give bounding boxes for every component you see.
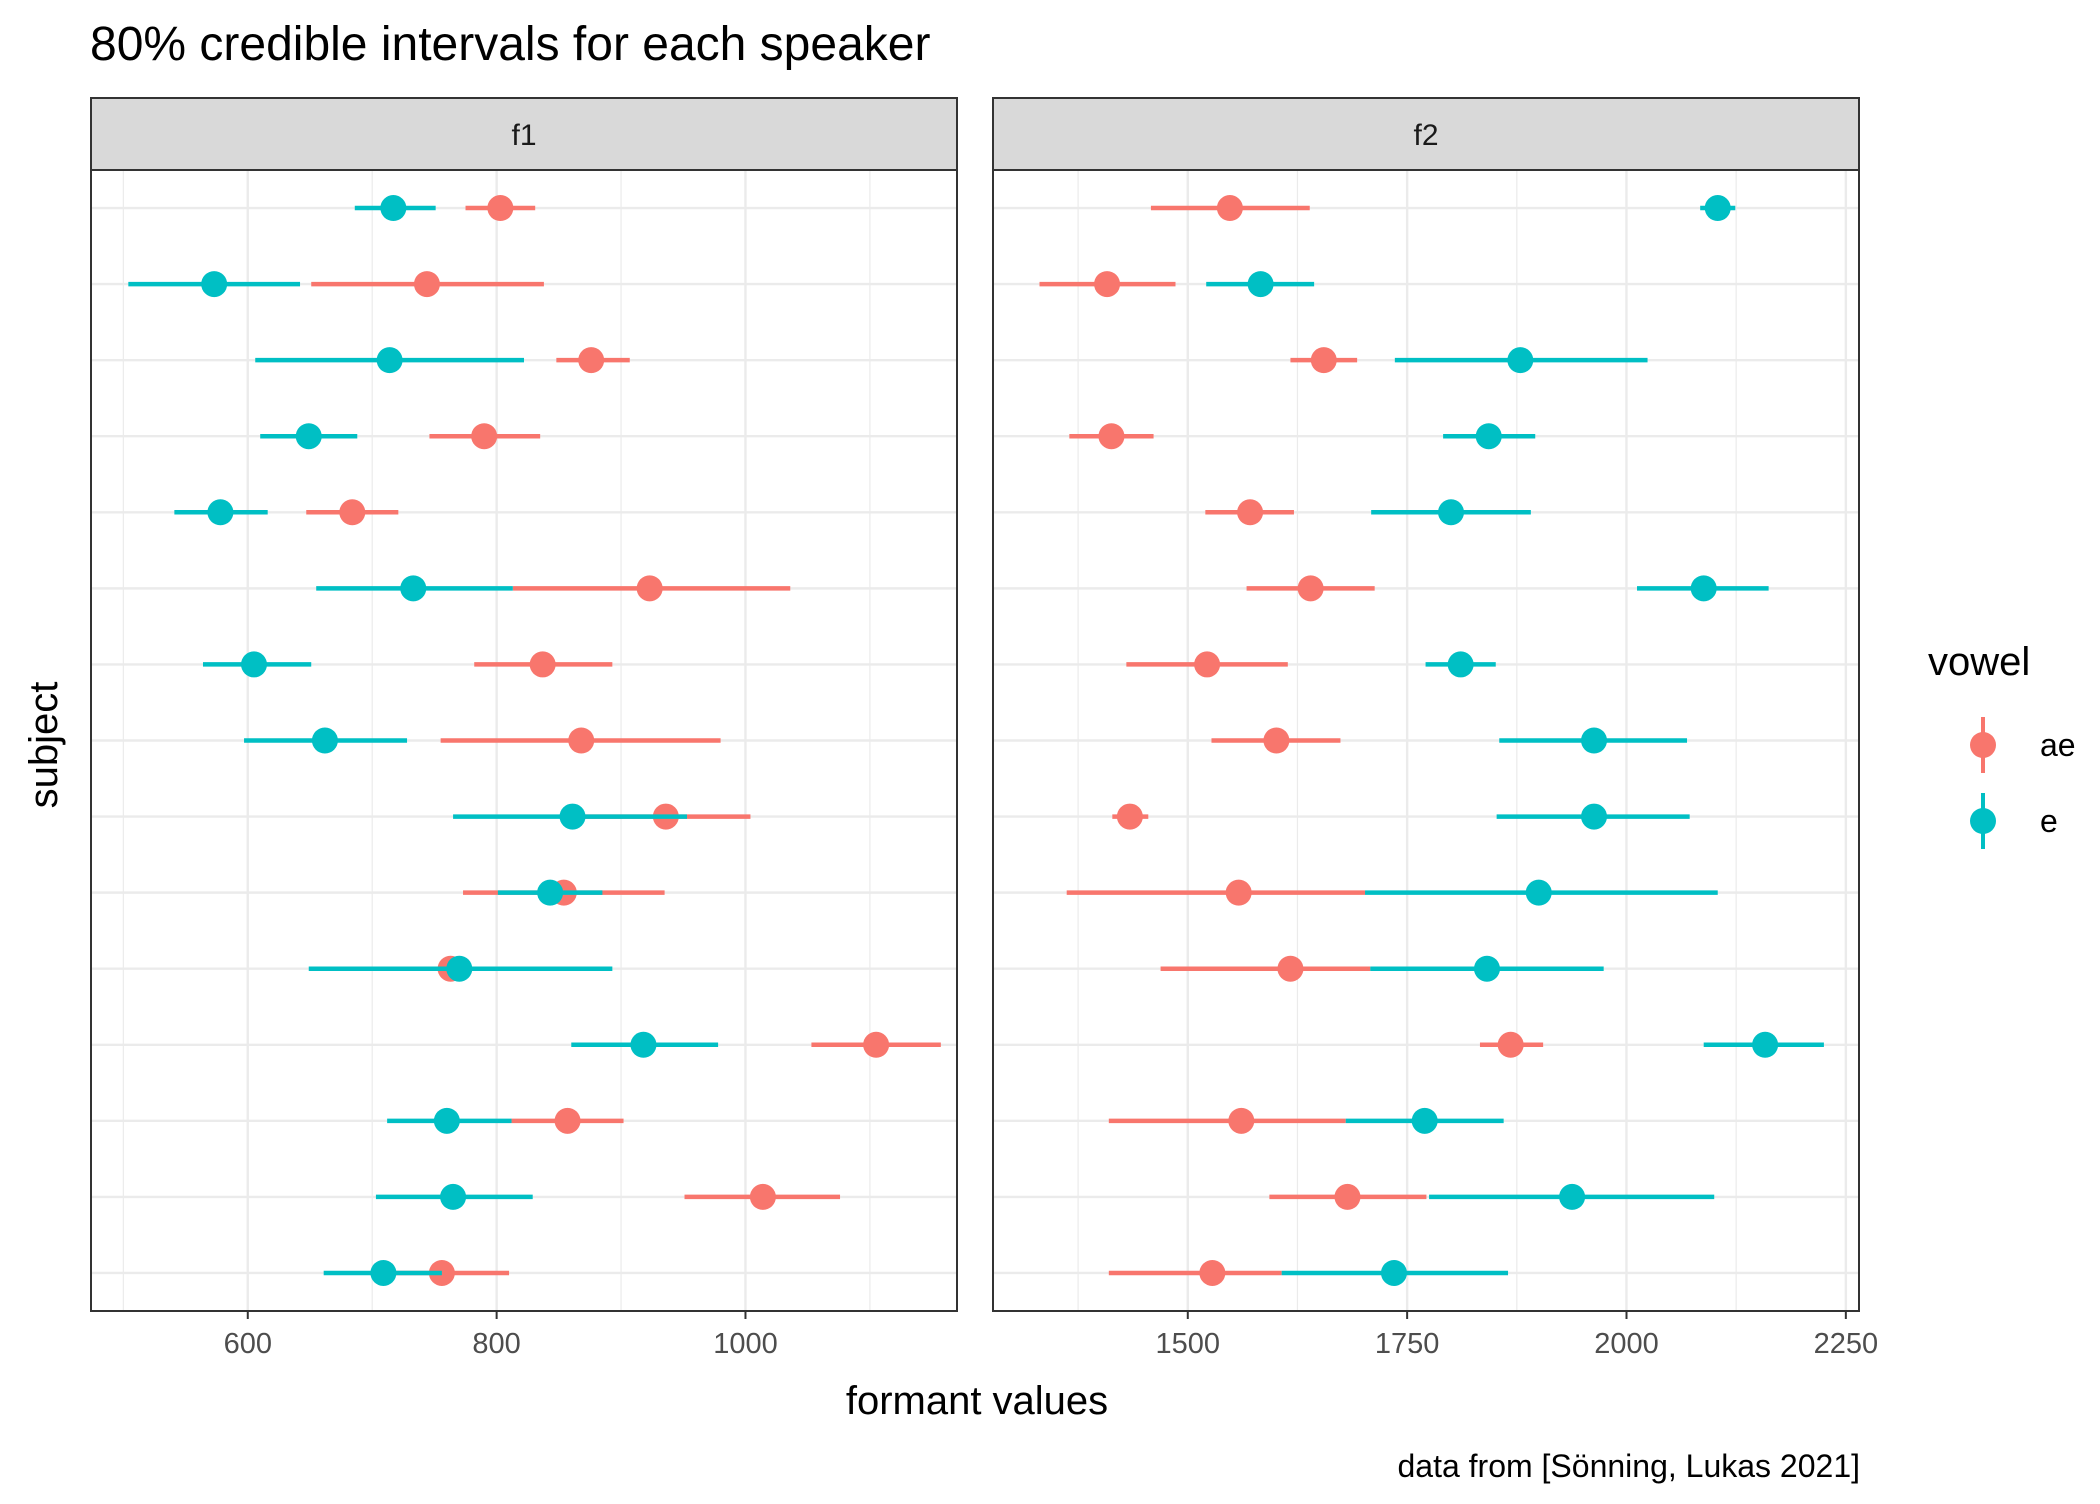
x-tick-label: 1750 xyxy=(1375,1328,1440,1360)
point-e-row-11 xyxy=(1473,955,1500,982)
point-ae-row-13 xyxy=(554,1107,581,1134)
x-tick-label: 600 xyxy=(224,1328,272,1360)
point-ae-row-2 xyxy=(1094,271,1121,298)
point-e-row-14 xyxy=(440,1183,467,1210)
point-e-row-9 xyxy=(1581,803,1608,830)
point-e-row-1 xyxy=(380,195,407,222)
point-e-row-1 xyxy=(1704,195,1731,222)
point-e-row-4 xyxy=(295,423,322,450)
point-e-row-13 xyxy=(1411,1107,1438,1134)
point-ae-row-8 xyxy=(568,727,595,754)
point-e-row-6 xyxy=(1690,575,1717,602)
point-e-row-4 xyxy=(1475,423,1502,450)
legend-key-point-e xyxy=(1970,808,1996,834)
chart-caption: data from [Sönning, Lukas 2021] xyxy=(1397,1448,1860,1484)
point-e-row-7 xyxy=(1447,651,1474,678)
point-ae-row-1 xyxy=(487,195,514,222)
point-e-row-10 xyxy=(1525,879,1552,906)
facet-strip-label-f1: f1 xyxy=(511,119,536,152)
point-ae-row-3 xyxy=(1310,347,1337,374)
y-axis-label: subject xyxy=(22,682,66,809)
point-e-row-7 xyxy=(240,651,267,678)
panel-f2: f2 1500 1750 2000 2250 xyxy=(992,97,1879,1360)
legend-title: vowel xyxy=(1928,640,2030,684)
point-e-row-5 xyxy=(207,499,234,526)
point-e-row-12 xyxy=(630,1031,657,1058)
series-ae xyxy=(1039,195,1544,1286)
point-ae-row-5 xyxy=(1237,499,1264,526)
x-tick-label: 2000 xyxy=(1594,1328,1659,1360)
point-ae-row-15 xyxy=(1199,1259,1226,1286)
point-ae-row-10 xyxy=(1225,879,1252,906)
x-axis-label: formant values xyxy=(846,1379,1108,1423)
x-tick-label: 1500 xyxy=(1156,1328,1221,1360)
point-ae-row-8 xyxy=(1263,727,1290,754)
point-e-row-15 xyxy=(370,1259,397,1286)
series-e xyxy=(128,195,719,1286)
point-ae-row-14 xyxy=(749,1183,776,1210)
point-ae-row-4 xyxy=(471,423,498,450)
point-ae-row-6 xyxy=(636,575,663,602)
panel-f1: f1 600 800 1000 xyxy=(90,97,958,1360)
point-ae-row-1 xyxy=(1216,195,1243,222)
point-e-row-6 xyxy=(400,575,427,602)
point-e-row-13 xyxy=(433,1107,460,1134)
panels: f1 600 800 1000 f2 1500 1750 2000 2250 xyxy=(90,97,1879,1360)
legend-key-point-ae xyxy=(1970,732,1996,758)
point-ae-row-12 xyxy=(863,1031,890,1058)
point-ae-row-9 xyxy=(1116,803,1143,830)
point-e-row-3 xyxy=(1507,347,1534,374)
legend-label-ae: ae xyxy=(2040,727,2076,763)
point-ae-row-5 xyxy=(339,499,366,526)
point-ae-row-2 xyxy=(413,271,440,298)
point-ae-row-12 xyxy=(1497,1031,1524,1058)
legend-entry-e: e xyxy=(1970,793,2058,849)
panel-border-f2 xyxy=(992,169,1860,1312)
facet-strip-f1 xyxy=(90,97,958,171)
point-ae-row-3 xyxy=(578,347,605,374)
facet-strip-label-f2: f2 xyxy=(1413,119,1438,152)
point-ae-row-4 xyxy=(1098,423,1125,450)
point-ae-row-11 xyxy=(1277,955,1304,982)
series-e xyxy=(1206,195,1824,1286)
point-ae-row-6 xyxy=(1297,575,1324,602)
legend: vowel ae e xyxy=(1928,640,2076,849)
chart-title: 80% credible intervals for each speaker xyxy=(90,18,930,71)
point-e-row-15 xyxy=(1380,1259,1407,1286)
x-tick-label: 800 xyxy=(472,1328,520,1360)
point-e-row-8 xyxy=(311,727,338,754)
point-e-row-10 xyxy=(537,879,564,906)
point-ae-row-14 xyxy=(1334,1183,1361,1210)
x-tick-label: 2250 xyxy=(1814,1328,1879,1360)
point-e-row-5 xyxy=(1438,499,1465,526)
panel-border-f1 xyxy=(90,169,958,1312)
point-ae-row-7 xyxy=(529,651,556,678)
legend-label-e: e xyxy=(2040,803,2058,839)
point-e-row-11 xyxy=(446,955,473,982)
point-ae-row-7 xyxy=(1194,651,1221,678)
point-e-row-2 xyxy=(201,271,228,298)
point-e-row-2 xyxy=(1247,271,1274,298)
point-e-row-3 xyxy=(376,347,403,374)
legend-entry-ae: ae xyxy=(1970,717,2076,773)
point-e-row-14 xyxy=(1559,1183,1586,1210)
point-ae-row-13 xyxy=(1228,1107,1255,1134)
x-tick-label: 1000 xyxy=(713,1328,778,1360)
point-e-row-8 xyxy=(1581,727,1608,754)
point-e-row-9 xyxy=(559,803,586,830)
point-e-row-12 xyxy=(1752,1031,1779,1058)
facet-strip-f2 xyxy=(992,97,1860,171)
